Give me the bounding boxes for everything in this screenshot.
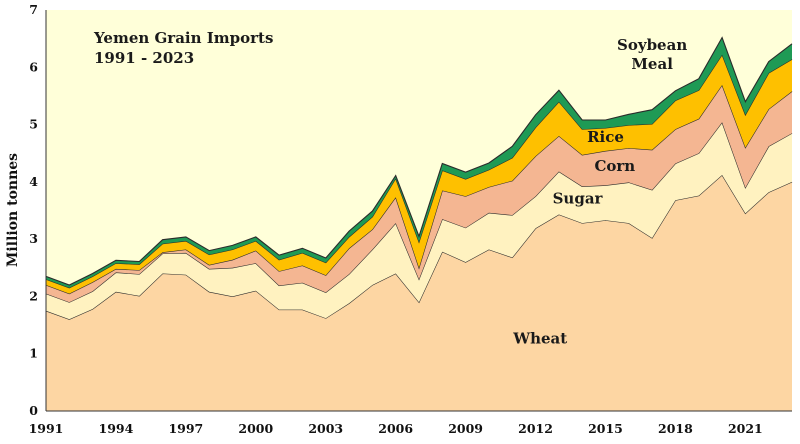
area-sugar — [46, 122, 792, 320]
y-tick-label: 3 — [29, 231, 38, 246]
area-wheat — [46, 175, 792, 411]
series-labels: Wheat Sugar Corn Rice Soybean Meal — [512, 36, 687, 347]
x-tick-label: 1991 — [29, 421, 64, 436]
area-rice — [46, 54, 792, 294]
area-series-group — [45, 36, 793, 411]
x-tick-label: 2009 — [448, 421, 483, 436]
x-tick-label: 2018 — [658, 421, 693, 436]
y-tick-label: 2 — [29, 288, 38, 303]
x-tick-label: 2000 — [238, 421, 273, 436]
x-tick-label: 2012 — [518, 421, 553, 436]
chart-title: Yemen Grain Imports — [93, 29, 273, 47]
x-tick-labels: 1991 1994 1997 2000 2003 2006 2009 2012 2015 2018… — [29, 421, 763, 436]
y-tick-label: 7 — [29, 2, 38, 17]
y-tick-label: 6 — [29, 59, 38, 74]
x-tick-label: 2021 — [728, 421, 763, 436]
series-label-rice: Rice — [587, 128, 624, 146]
series-label-wheat: Wheat — [512, 329, 567, 347]
series-label-corn: Corn — [594, 157, 635, 175]
series-label-sugar: Sugar — [553, 190, 604, 208]
y-tick-label: 1 — [29, 346, 38, 361]
area-corn — [46, 85, 792, 303]
x-tick-label: 2003 — [308, 421, 343, 436]
y-tick-labels: 0 1 2 3 4 5 6 7 — [29, 2, 38, 418]
x-tick-label: 1994 — [99, 421, 134, 436]
axes-group — [45, 10, 792, 412]
x-tick-label: 2015 — [588, 421, 623, 436]
chart-subtitle: 1991 - 2023 — [94, 49, 194, 67]
y-axis-label: Million tonnes — [5, 153, 21, 267]
y-tick-label: 4 — [29, 174, 38, 189]
y-tick-label: 0 — [29, 403, 38, 418]
y-tick-label: 5 — [29, 117, 38, 132]
x-tick-label: 1997 — [168, 421, 203, 436]
series-label-soybean-meal: Soybean Meal — [617, 36, 687, 73]
area-outline-soybean-meal — [45, 36, 793, 286]
x-tick-label: 2006 — [378, 421, 413, 436]
